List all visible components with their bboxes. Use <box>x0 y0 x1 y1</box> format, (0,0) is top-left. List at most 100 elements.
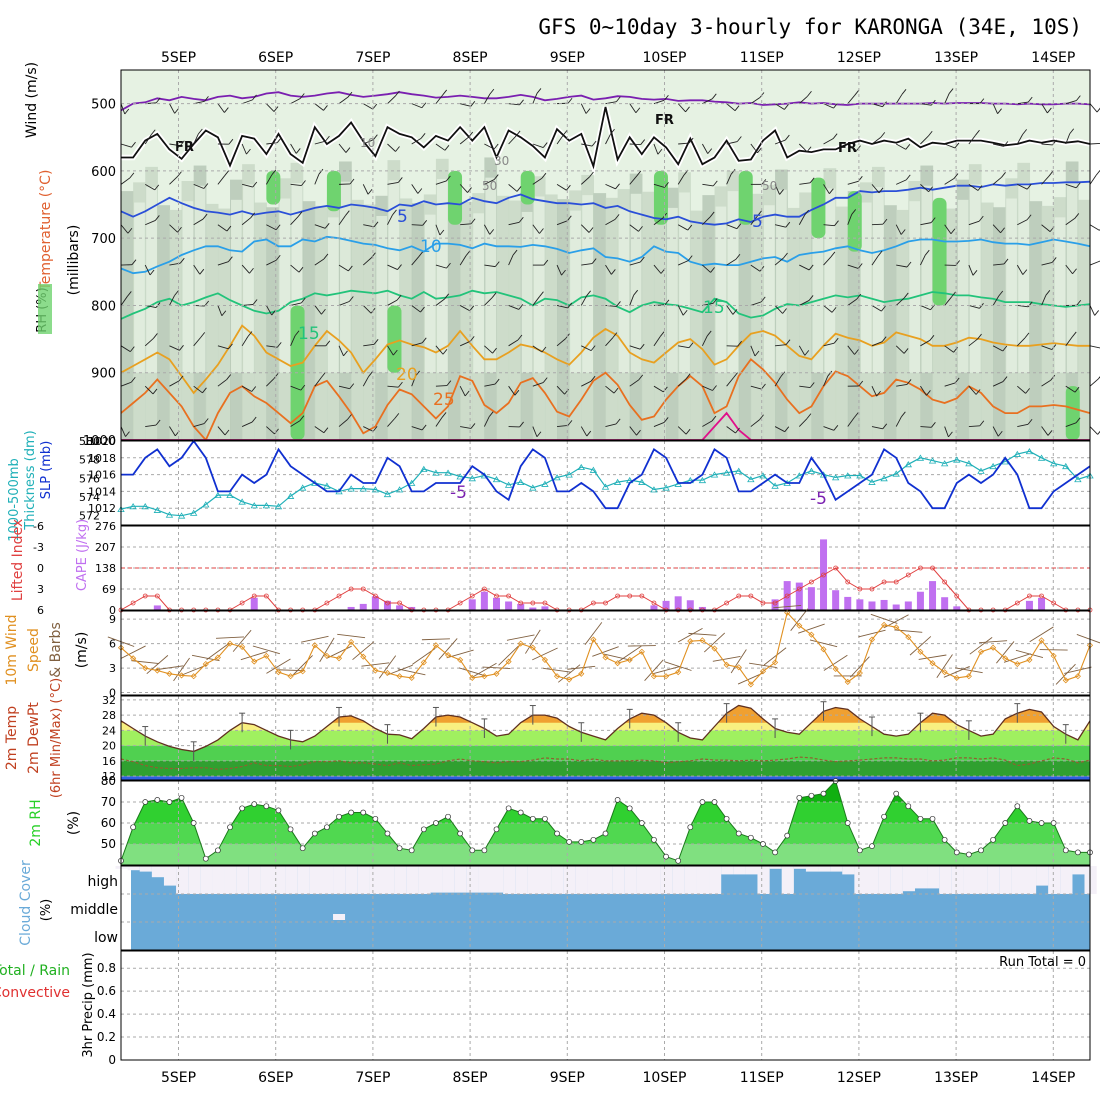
wind-barb <box>290 264 300 273</box>
wind-barb <box>120 381 132 387</box>
wind-barb <box>726 305 734 315</box>
wind-barb-flag <box>806 146 812 153</box>
wind-barb-flag <box>470 423 476 429</box>
cloud-gap-high <box>527 866 540 894</box>
wind-barb-flag <box>804 350 810 356</box>
cloud-gap-high <box>563 866 576 894</box>
wind-barb-flag <box>712 298 718 304</box>
li-tick: 6 <box>37 604 44 617</box>
rh2m-marker <box>360 809 367 816</box>
wind-barb <box>653 385 664 393</box>
wind10-marker <box>1014 660 1021 668</box>
wind-barb <box>629 261 641 266</box>
wind-barb-flag <box>1047 430 1053 436</box>
wind-barb <box>362 184 369 195</box>
thickness-marker <box>953 456 961 463</box>
contour-label-9: 15 <box>703 298 725 318</box>
thickness-marker <box>989 462 997 470</box>
wind-barb-flag <box>542 142 548 148</box>
rh-moist-patch <box>847 191 862 252</box>
thickness-marker <box>177 512 186 519</box>
wind-barb-flag <box>905 174 911 181</box>
wind-barb-flag <box>851 209 857 215</box>
wind-barb <box>992 103 998 114</box>
wind-barb-flag <box>610 128 615 135</box>
wind-barb-flag <box>444 293 450 300</box>
precip-tick: 0.4 <box>97 1007 116 1021</box>
wind-barb-flag <box>882 218 888 225</box>
wind10-tick: 3 <box>109 662 116 675</box>
thickness-marker <box>904 461 913 468</box>
wind-barb <box>677 426 687 435</box>
wind-barb-flag <box>903 292 909 299</box>
day-label-bottom: 14SEP <box>1031 1070 1075 1086</box>
rh2m-marker <box>893 790 900 797</box>
wind-barb <box>241 217 251 226</box>
wind-barb <box>871 184 880 194</box>
wind-barb <box>677 378 687 387</box>
wind-barb-flag <box>561 269 566 276</box>
precip-frame <box>120 950 1091 1061</box>
wind-barb-flag <box>469 336 475 342</box>
wind-barb-flag <box>422 220 428 226</box>
wind10-marker <box>166 670 173 677</box>
cloud-gap-high <box>345 866 358 894</box>
rh-dry-band <box>630 193 642 373</box>
precip-tick: 0.8 <box>97 961 116 975</box>
wind-barb-flag <box>1074 386 1080 393</box>
precip-tick: 0.2 <box>97 1030 116 1044</box>
thickness-marker <box>807 467 816 474</box>
thickness-marker <box>468 475 476 482</box>
day-label-bottom: 13SEP <box>934 1070 978 1086</box>
wind-barb <box>629 143 641 146</box>
wind-barb-flag <box>736 223 742 229</box>
cape-bar <box>686 600 694 610</box>
rh2m-marker <box>1038 820 1045 826</box>
contour-label-5: 5 <box>397 207 408 227</box>
wind-barb <box>120 177 131 185</box>
wind-barb-flag <box>179 257 185 264</box>
wind-barb <box>338 345 344 357</box>
cloud-gap-high <box>709 866 722 894</box>
cape-bar <box>904 601 912 610</box>
wind-barb-flag <box>589 171 594 178</box>
wind-barb <box>992 426 999 437</box>
slp-tick: 1020 <box>88 435 116 448</box>
rh2m-marker <box>166 799 173 805</box>
wind-barb <box>435 345 444 355</box>
wind-barb-flag <box>591 140 597 147</box>
thickness-marker <box>1049 460 1058 467</box>
wind-barb-flag <box>276 137 282 143</box>
wind-barb <box>1041 261 1053 266</box>
temp-band <box>121 776 1090 780</box>
wind-barb-flag <box>906 261 912 268</box>
wind10-marker <box>650 673 658 680</box>
rh2m-marker <box>869 843 875 849</box>
cloud-gap-high <box>151 866 165 878</box>
wind-barb-flag <box>174 108 179 114</box>
wind10-barb <box>603 653 632 661</box>
wind-barb-flag <box>153 333 158 339</box>
cloud-gap-high <box>418 866 431 894</box>
wind10-marker <box>856 669 863 677</box>
wind-barb <box>435 224 441 236</box>
wind-barb <box>871 103 883 108</box>
thickness-marker <box>214 491 222 499</box>
wind-barb-flag <box>199 268 205 275</box>
li-marker <box>1014 600 1020 606</box>
li-marker <box>542 600 548 606</box>
wind-barb-flag <box>543 259 549 266</box>
wind10-tick: 9 <box>109 613 116 626</box>
thickness-marker <box>262 502 271 509</box>
wind10-frame <box>120 610 1091 696</box>
rh2m-marker <box>1002 820 1009 826</box>
isotherm--5 <box>120 91 1091 112</box>
wind-barb-flag <box>491 292 497 298</box>
wind-barb-flag <box>636 170 642 177</box>
wind-barb-flag <box>1024 332 1030 339</box>
cape-tick: 69 <box>102 583 116 596</box>
wind10-barb <box>532 647 558 661</box>
wind10-barb <box>969 636 993 655</box>
wind10-marker <box>626 656 633 663</box>
cloud-gap-high <box>636 866 649 894</box>
